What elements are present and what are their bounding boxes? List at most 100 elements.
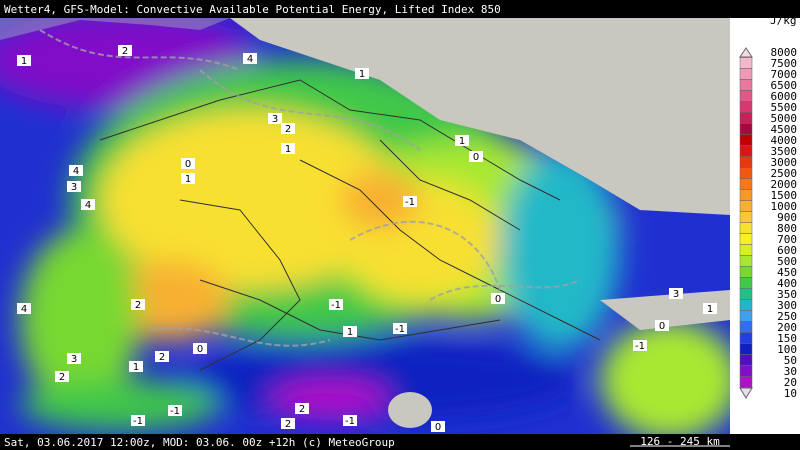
contour-label-box xyxy=(129,361,143,372)
contour-label: -1 xyxy=(635,341,645,352)
legend-swatch xyxy=(739,310,753,322)
contour-label: 2 xyxy=(299,404,305,415)
contour-label-box xyxy=(455,135,469,146)
legend-label: 4500 xyxy=(771,123,798,136)
legend-swatch xyxy=(739,288,753,300)
contour-label-box xyxy=(329,299,343,310)
contour-label: 0 xyxy=(495,294,501,305)
contour-label-box xyxy=(281,123,295,134)
legend-label: 150 xyxy=(777,332,797,345)
legend-swatch xyxy=(739,145,753,157)
contour-label: 2 xyxy=(285,124,291,135)
legend-swatch xyxy=(739,101,753,113)
contour-label-box xyxy=(295,403,309,414)
contour-label-box xyxy=(17,55,31,66)
contour-label-box xyxy=(403,196,417,207)
legend-label: 4000 xyxy=(771,134,798,147)
contour-label: 1 xyxy=(185,174,191,185)
legend-unit: J/kg xyxy=(770,14,797,27)
contour-label: 1 xyxy=(133,362,139,373)
legend-swatch xyxy=(739,244,753,256)
legend-label: 5500 xyxy=(771,101,798,114)
legend-label: 100 xyxy=(777,343,797,356)
legend-swatch xyxy=(739,365,753,377)
contour-label: -1 xyxy=(133,416,143,427)
legend-label: 3000 xyxy=(771,156,798,169)
contour-label: 4 xyxy=(21,304,27,315)
contour-label-box xyxy=(193,343,207,354)
legend-swatch xyxy=(739,134,753,146)
contour-label-box xyxy=(431,421,445,432)
legend-label: 350 xyxy=(777,288,797,301)
legend-label: 2500 xyxy=(771,167,798,180)
legend-swatch xyxy=(739,376,753,388)
contour-label: -1 xyxy=(345,416,355,427)
legend-swatch xyxy=(739,189,753,201)
legend-swatch xyxy=(739,255,753,267)
legend-label: 800 xyxy=(777,222,797,235)
contour-label-box xyxy=(491,293,505,304)
contour-label: -1 xyxy=(395,324,405,335)
contour-label-box xyxy=(67,353,81,364)
contour-label: 3 xyxy=(71,182,77,193)
contour-label-box xyxy=(703,303,717,314)
legend-label: 450 xyxy=(777,266,797,279)
title-bar xyxy=(0,0,800,18)
contour-label: 0 xyxy=(185,159,191,170)
legend-swatch xyxy=(739,123,753,135)
contour-label: 0 xyxy=(435,422,441,433)
contour-label: -1 xyxy=(331,300,341,311)
legend-swatch xyxy=(739,343,753,355)
legend-label: 700 xyxy=(777,233,797,246)
contour-label-box xyxy=(181,158,195,169)
contour-label-box xyxy=(55,371,69,382)
legend-label: 20 xyxy=(784,376,797,389)
legend-label: 2000 xyxy=(771,178,798,191)
legend-swatch xyxy=(739,178,753,190)
contour-label: 2 xyxy=(159,352,165,363)
contour-label-box xyxy=(393,323,407,334)
footer-bar xyxy=(0,434,800,450)
legend-label: 500 xyxy=(777,255,797,268)
contour-label: 2 xyxy=(122,46,128,57)
legend-swatch xyxy=(739,277,753,289)
field xyxy=(0,10,740,440)
scale-text: 126 - 245 km xyxy=(640,435,720,448)
contour-label-box xyxy=(69,165,83,176)
contour-label: 1 xyxy=(347,327,353,338)
legend-label: 200 xyxy=(777,321,797,334)
legend-swatch xyxy=(739,233,753,245)
legend-label: 50 xyxy=(784,354,797,367)
legend-label: 10 xyxy=(784,387,797,400)
contour-label-box xyxy=(131,415,145,426)
legend-swatch xyxy=(739,321,753,333)
legend-swatch xyxy=(739,222,753,234)
contour-label-box xyxy=(343,326,357,337)
contour-label-box xyxy=(469,151,483,162)
contour-label-box xyxy=(633,340,647,351)
contour-label: 1 xyxy=(359,69,365,80)
contour-label: 1 xyxy=(285,144,291,155)
contour-label-box xyxy=(243,53,257,64)
contour-label-box xyxy=(268,113,282,124)
contour-label: 4 xyxy=(73,166,79,177)
title: Wetter4, GFS-Model: Convective Available… xyxy=(4,3,501,16)
contour-label: 0 xyxy=(197,344,203,355)
contour-label: 1 xyxy=(21,56,27,67)
contour-label: 2 xyxy=(285,419,291,430)
contour-label: 0 xyxy=(473,152,479,163)
contour-label-box xyxy=(355,68,369,79)
legend-label: 7500 xyxy=(771,57,798,70)
contour-label-box xyxy=(181,173,195,184)
legend-swatch xyxy=(739,299,753,311)
legend-swatch xyxy=(739,112,753,124)
contour-label-box xyxy=(67,181,81,192)
contour-label: 4 xyxy=(85,200,91,211)
contour-label-box xyxy=(131,299,145,310)
legend-label: 900 xyxy=(777,211,797,224)
legend-swatch xyxy=(739,68,753,80)
contour-label: 3 xyxy=(272,114,278,125)
legend-swatch xyxy=(739,90,753,102)
